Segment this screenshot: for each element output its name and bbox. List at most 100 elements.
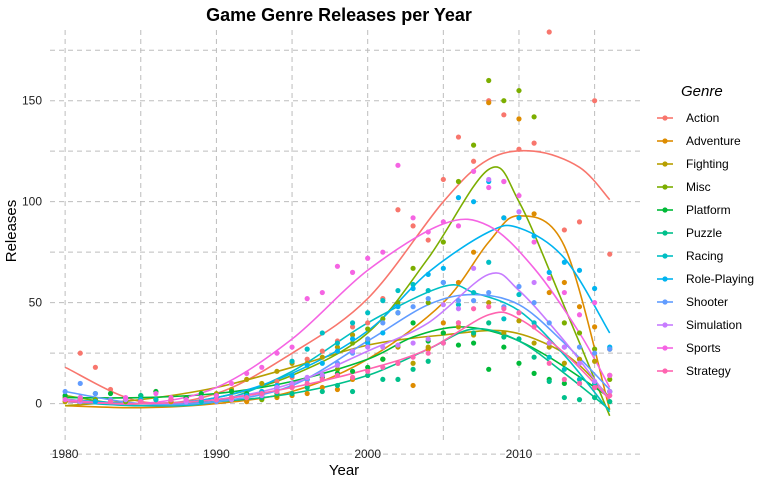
point-adventure: [531, 211, 537, 217]
legend-label-fighting: Fighting: [686, 157, 729, 171]
trend-line-misc: [64, 166, 611, 417]
point-action: [455, 134, 462, 140]
point-shooter: [425, 296, 431, 302]
point-shooter: [470, 298, 477, 304]
point-sports: [501, 178, 507, 185]
point-racing: [501, 316, 507, 322]
point-adventure: [440, 320, 446, 326]
x-tick-label: 1980: [52, 447, 79, 461]
y-tick-label: 50: [29, 296, 43, 310]
point-sports: [607, 372, 613, 378]
point-sports: [123, 394, 129, 401]
point-sports: [425, 229, 431, 235]
point-simulation: [455, 306, 462, 312]
point-racing: [349, 320, 356, 326]
point-shooter: [576, 344, 583, 350]
point-adventure: [470, 249, 477, 255]
point-fighting: [259, 380, 265, 387]
x-tick-label: 1990: [203, 447, 230, 461]
legend-key-dot-fighting: [662, 161, 668, 167]
point-adventure: [334, 386, 341, 393]
point-shooter: [365, 336, 371, 342]
legend-label-adventure: Adventure: [686, 134, 741, 148]
point-platform: [198, 390, 204, 397]
point-platform: [365, 364, 371, 370]
point-sports: [470, 168, 477, 174]
point-strategy: [592, 384, 598, 391]
point-fighting: [274, 368, 280, 374]
point-strategy: [410, 354, 416, 360]
point-sports: [244, 370, 250, 376]
point-strategy: [334, 372, 341, 378]
point-racing: [319, 330, 325, 336]
point-simulation: [289, 380, 295, 387]
point-racing: [546, 354, 552, 360]
point-action: [274, 378, 280, 385]
point-shooter: [592, 350, 598, 356]
point-strategy: [244, 394, 250, 401]
point-adventure: [304, 390, 310, 397]
point-simulation: [486, 176, 492, 183]
legend-title: Genre: [681, 83, 723, 100]
point-platform: [486, 366, 492, 372]
point-racing: [561, 366, 567, 372]
point-action: [576, 219, 583, 225]
point-misc: [501, 98, 507, 104]
legend-key-dot-sports: [662, 345, 668, 351]
point-simulation: [561, 344, 567, 350]
point-shooter: [410, 304, 416, 310]
point-fighting: [334, 344, 341, 350]
point-shooter: [531, 300, 537, 306]
point-simulation: [607, 388, 613, 395]
x-tick-label: 2000: [354, 447, 381, 461]
point-shooter: [380, 320, 386, 326]
point-sports: [213, 392, 220, 399]
point-action: [592, 98, 598, 104]
point-action: [395, 207, 401, 213]
point-simulation: [304, 374, 310, 380]
legend-key-dot-racing: [662, 253, 668, 259]
legend-label-action: Action: [686, 111, 719, 125]
point-simulation: [395, 342, 401, 348]
point-racing: [425, 287, 431, 294]
point-racing: [395, 287, 401, 294]
point-strategy: [77, 397, 83, 403]
legend: Action Adventure Fighting Misc Platform Puzzl…: [657, 111, 754, 378]
point-simulation: [425, 336, 431, 342]
point-puzzle: [425, 358, 431, 364]
point-role-playing: [334, 348, 341, 354]
point-adventure: [486, 100, 492, 106]
point-adventure: [455, 279, 462, 286]
point-racing: [365, 310, 371, 316]
point-misc: [349, 340, 356, 346]
point-strategy: [380, 364, 386, 370]
point-puzzle: [561, 394, 567, 401]
point-misc: [410, 265, 416, 271]
point-sports: [440, 219, 446, 225]
point-platform: [380, 356, 386, 362]
point-misc: [334, 366, 341, 372]
point-racing: [153, 397, 159, 403]
point-strategy: [319, 376, 325, 383]
point-racing: [455, 302, 462, 308]
point-simulation: [576, 360, 583, 366]
point-misc: [395, 300, 401, 306]
point-misc: [455, 178, 462, 185]
point-simulation: [516, 209, 522, 215]
point-shooter: [77, 380, 83, 387]
chart-title: Game Genre Releases per Year: [206, 5, 472, 25]
point-strategy: [576, 380, 583, 387]
point-fighting: [592, 358, 598, 364]
point-strategy: [440, 340, 446, 346]
point-puzzle: [395, 376, 401, 383]
point-action: [92, 364, 98, 370]
point-strategy: [516, 310, 522, 316]
point-shooter: [395, 310, 401, 316]
point-puzzle: [546, 378, 552, 385]
point-sports: [531, 239, 537, 245]
point-misc: [425, 300, 431, 306]
point-action: [425, 237, 431, 243]
legend-key-dot-action: [662, 115, 668, 121]
point-shooter: [486, 289, 492, 296]
